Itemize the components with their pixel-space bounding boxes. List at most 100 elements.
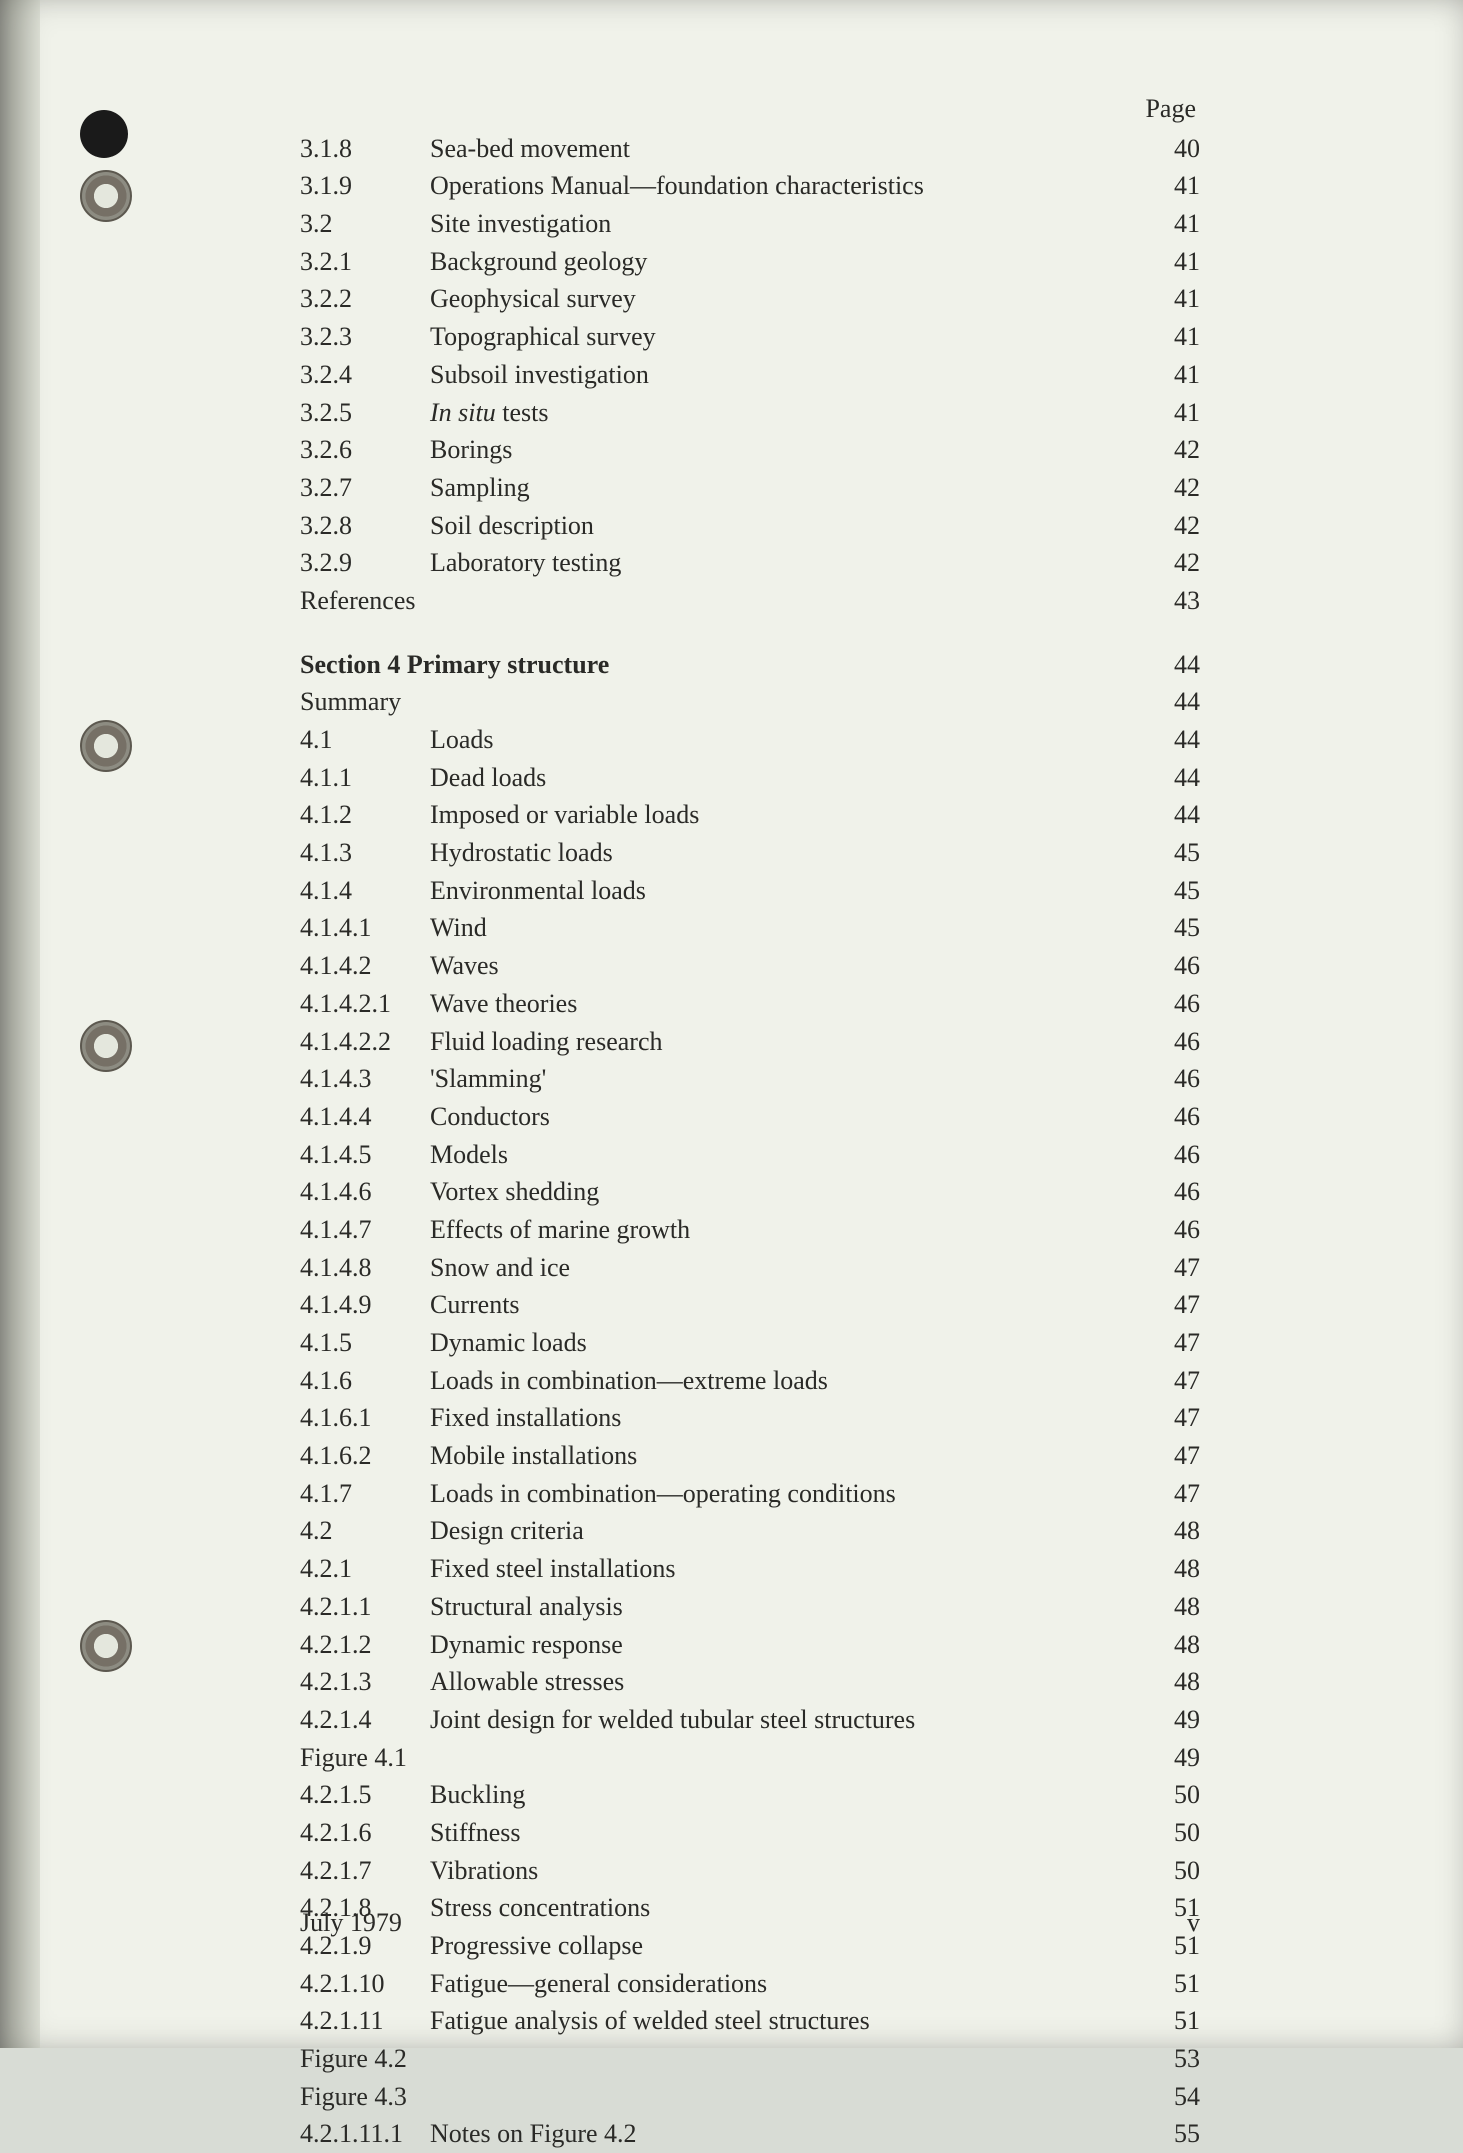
toc: 3.1.8Sea-bed movement 403.1.9Operations M… xyxy=(300,130,1200,2153)
toc-title: Fixed steel installations xyxy=(430,1550,676,1588)
toc-title: Vibrations xyxy=(430,1852,538,1890)
toc-title: Environmental loads xyxy=(430,872,646,910)
toc-title: Mobile installations xyxy=(430,1437,637,1475)
toc-page-number: 46 xyxy=(1140,1211,1200,1249)
toc-page-number: 48 xyxy=(1140,1626,1200,1664)
toc-row: 4.1.1Dead loads 44 xyxy=(300,759,1200,797)
toc-number: 3.2.1 xyxy=(300,243,430,281)
toc-row: 4.1.4.2Waves46 xyxy=(300,947,1200,985)
toc-title: Loads in combination—extreme loads xyxy=(430,1362,828,1400)
toc-title: Imposed or variable loads xyxy=(430,796,699,834)
hole-punch xyxy=(80,1620,132,1672)
toc-page-number: 50 xyxy=(1140,1814,1200,1852)
toc-title: Joint design for welded tubular steel st… xyxy=(430,1701,915,1739)
toc-number: 4.2.1.5 xyxy=(300,1776,430,1814)
toc-title: Sampling xyxy=(430,469,530,507)
toc-page-number: 45 xyxy=(1140,872,1200,910)
toc-title: Stiffness xyxy=(430,1814,521,1852)
toc-row: 4.2.1.6Stiffness50 xyxy=(300,1814,1200,1852)
toc-title: Loads in combination—operating condition… xyxy=(430,1475,896,1513)
toc-row: Figure 4.354 xyxy=(300,2078,1200,2116)
toc-page-number: 48 xyxy=(1140,1588,1200,1626)
hole-punch xyxy=(80,1020,132,1072)
toc-page-number: 41 xyxy=(1140,167,1200,205)
binding-shadow xyxy=(0,0,40,2048)
toc-title: Waves xyxy=(430,947,499,985)
toc-number: 4.1.4.8 xyxy=(300,1249,430,1287)
toc-title: Allowable stresses xyxy=(430,1663,624,1701)
toc-number: 4.1 xyxy=(300,721,430,759)
toc-number: 4.1.6.2 xyxy=(300,1437,430,1475)
toc-page-number: 46 xyxy=(1140,1136,1200,1174)
toc-number: 3.2 xyxy=(300,205,430,243)
toc-page-number: 48 xyxy=(1140,1550,1200,1588)
toc-number: 3.2.3 xyxy=(300,318,430,356)
toc-page-number: 44 xyxy=(1140,759,1200,797)
toc-number: 3.2.2 xyxy=(300,280,430,318)
toc-page-number: 46 xyxy=(1140,947,1200,985)
toc-number: 4.1.3 xyxy=(300,834,430,872)
toc-number: 4.2.1.11.1 xyxy=(300,2115,430,2153)
toc-title: Wave theories xyxy=(430,985,577,1023)
toc-page-number: 44 xyxy=(1140,646,1200,684)
toc-title: Hydrostatic loads xyxy=(430,834,613,872)
toc-row: 4.1.4.3'Slamming'46 xyxy=(300,1060,1200,1098)
toc-row: 3.2.3Topographical survey41 xyxy=(300,318,1200,356)
toc-page-number: 40 xyxy=(1140,130,1200,168)
toc-page-number: 44 xyxy=(1140,796,1200,834)
toc-page-number: 45 xyxy=(1140,834,1200,872)
page-footer: July 1979 v xyxy=(300,1908,1200,1938)
toc-title: In situ tests xyxy=(430,394,548,432)
toc-title: Sea-bed movement xyxy=(430,130,630,168)
toc-title: Currents xyxy=(430,1286,520,1324)
hole-punch xyxy=(80,170,132,222)
toc-number: 4.2.1 xyxy=(300,1550,430,1588)
toc-page-number: 53 xyxy=(1140,2040,1200,2078)
toc-number: 4.1.1 xyxy=(300,759,430,797)
toc-page-number: 41 xyxy=(1140,280,1200,318)
toc-title: Fatigue—general considerations xyxy=(430,1965,767,2003)
toc-row: 3.1.8Sea-bed movement 40 xyxy=(300,130,1200,168)
toc-title: Buckling xyxy=(430,1776,525,1814)
page-header-label: Page xyxy=(300,90,1200,128)
footer-date: July 1979 xyxy=(300,1908,402,1938)
toc-number: 4.1.4.3 xyxy=(300,1060,430,1098)
toc-page-number: 41 xyxy=(1140,243,1200,281)
toc-row: 3.2.9Laboratory testing42 xyxy=(300,544,1200,582)
toc-number: 4.1.7 xyxy=(300,1475,430,1513)
toc-title: Dead loads xyxy=(430,759,546,797)
toc-page-number: 42 xyxy=(1140,544,1200,582)
toc-row: 4.2.1.11Fatigue analysis of welded steel… xyxy=(300,2002,1200,2040)
toc-row: Section 4 Primary structure44 xyxy=(300,646,1200,684)
toc-number: 4.1.4.7 xyxy=(300,1211,430,1249)
toc-number: 3.1.8 xyxy=(300,130,430,168)
toc-number: 3.2.6 xyxy=(300,431,430,469)
toc-title: Effects of marine growth xyxy=(430,1211,690,1249)
toc-row: 4.1.7Loads in combination—operating cond… xyxy=(300,1475,1200,1513)
toc-title: Laboratory testing xyxy=(430,544,621,582)
toc-row: 4.1.4.6Vortex shedding46 xyxy=(300,1173,1200,1211)
toc-number: 4.1.2 xyxy=(300,796,430,834)
toc-page-number: 49 xyxy=(1140,1739,1200,1777)
toc-row: 3.2.2Geophysical survey 41 xyxy=(300,280,1200,318)
toc-title: Vortex shedding xyxy=(430,1173,599,1211)
toc-number: 4.2 xyxy=(300,1512,430,1550)
toc-number: 4.2.1.1 xyxy=(300,1588,430,1626)
toc-row: 3.2Site investigation41 xyxy=(300,205,1200,243)
toc-title: Geophysical survey xyxy=(430,280,636,318)
toc-number: 4.1.4.2.1 xyxy=(300,985,430,1023)
toc-number: 3.2.5 xyxy=(300,394,430,432)
toc-title: Notes on Figure 4.2 xyxy=(430,2115,637,2153)
toc-number: 4.1.4.9 xyxy=(300,1286,430,1324)
page-body: Page 3.1.8Sea-bed movement 403.1.9Operati… xyxy=(300,90,1200,2153)
hole-punch xyxy=(80,110,128,158)
toc-row: 3.1.9Operations Manual—foundation charac… xyxy=(300,167,1200,205)
toc-number: 3.2.4 xyxy=(300,356,430,394)
toc-row: 4.2.1.10Fatigue—general considerations51 xyxy=(300,1965,1200,2003)
toc-page-number: 41 xyxy=(1140,318,1200,356)
toc-title: Wind xyxy=(430,909,487,947)
toc-page-number: 46 xyxy=(1140,1060,1200,1098)
toc-page-number: 50 xyxy=(1140,1776,1200,1814)
toc-page-number: 49 xyxy=(1140,1701,1200,1739)
toc-row: 4.2.1.5Buckling 50 xyxy=(300,1776,1200,1814)
